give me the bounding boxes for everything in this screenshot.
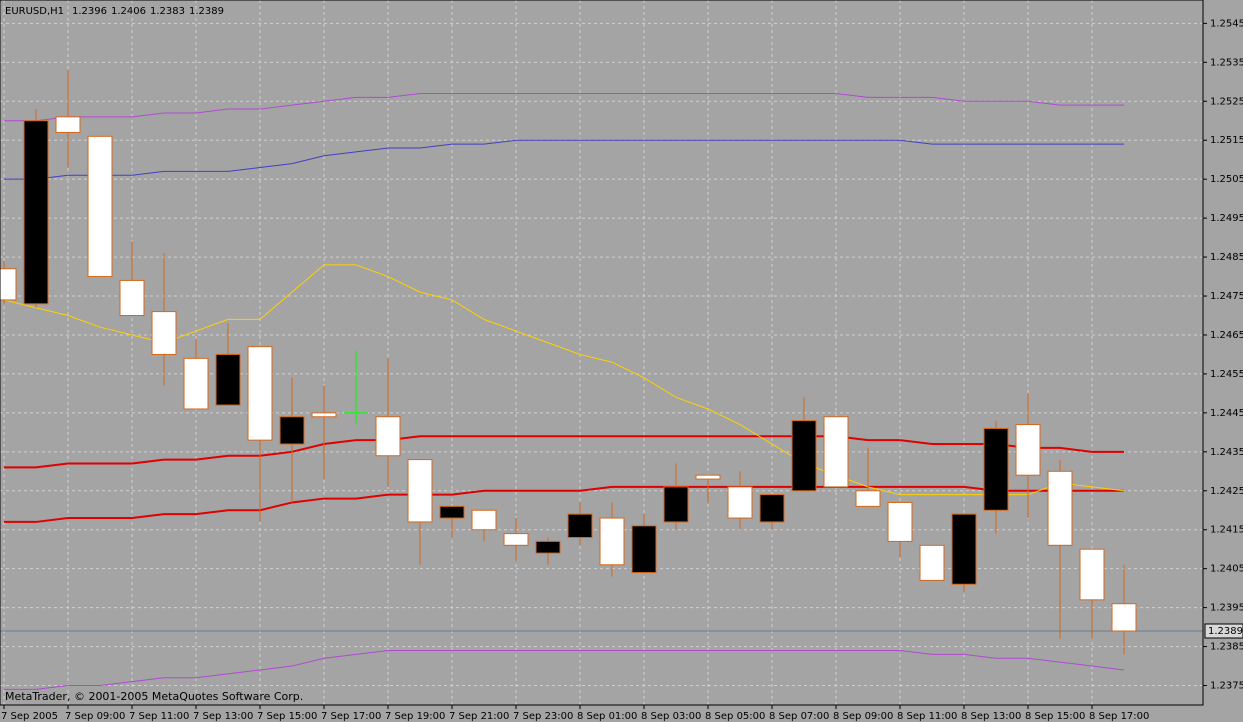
x-tick-label: 8 Sep 07:00 — [769, 711, 829, 722]
candle-body — [1111, 603, 1137, 632]
candle-body — [791, 420, 817, 492]
candle-body — [983, 427, 1009, 511]
x-tick-label: 7 Sep 11:00 — [129, 711, 189, 722]
candle-body — [55, 116, 81, 133]
candle-body — [407, 459, 433, 523]
candle-body — [119, 279, 145, 316]
candle-body — [727, 486, 753, 519]
candle-body — [663, 486, 689, 523]
y-tick-label: 1.2435 — [1210, 447, 1243, 458]
x-tick-label: 7 Sep 15:00 — [257, 711, 317, 722]
candle-body — [87, 135, 113, 278]
indicator-line — [4, 485, 1124, 523]
x-tick-label: 8 Sep 15:00 — [1025, 711, 1085, 722]
copyright: MetaTrader, © 2001-2005 MetaQuotes Softw… — [5, 690, 303, 703]
x-tick-label: 7 Sep 13:00 — [193, 711, 253, 722]
candle-body — [695, 474, 721, 480]
x-tick-label: 8 Sep 17:00 — [1089, 711, 1149, 722]
y-tick-label: 1.2465 — [1210, 330, 1243, 341]
indicator-line — [4, 92, 1124, 122]
x-tick-label: 7 Sep 19:00 — [385, 711, 445, 722]
y-tick-label: 1.2535 — [1210, 57, 1243, 68]
y-tick-label: 1.2415 — [1210, 525, 1243, 536]
x-tick-label: 8 Sep 01:00 — [577, 711, 637, 722]
indicator-line — [4, 139, 1124, 180]
y-tick-label: 1.2385 — [1210, 642, 1243, 653]
candle-body — [375, 416, 401, 457]
y-tick-label: 1.2445 — [1210, 408, 1243, 419]
candle-body — [439, 505, 465, 519]
y-tick-label: 1.2495 — [1210, 213, 1243, 224]
y-tick-label: 1.2405 — [1210, 564, 1243, 575]
low-price: 1.2383 — [150, 6, 185, 17]
y-tick-label: 1.2545 — [1210, 18, 1243, 29]
x-tick-label: 7 Sep 21:00 — [449, 711, 509, 722]
plot-frame — [0, 0, 1204, 706]
x-tick-label: 8 Sep 13:00 — [961, 711, 1021, 722]
candle-body — [567, 513, 593, 539]
candle-body — [535, 540, 561, 554]
high-price: 1.2406 — [111, 6, 146, 17]
x-tick-label: 7 Sep 2005 — [1, 711, 58, 722]
y-tick-label: 1.2375 — [1210, 681, 1243, 692]
candle-body — [279, 416, 305, 445]
x-tick-label: 8 Sep 11:00 — [897, 711, 957, 722]
candle-body — [1079, 548, 1105, 601]
candle-body — [1047, 470, 1073, 546]
candle-body — [247, 346, 273, 441]
candle-body — [631, 525, 657, 574]
candle-body — [1015, 424, 1041, 476]
y-tick-label: 1.2525 — [1210, 96, 1243, 107]
candle-body — [599, 517, 625, 566]
y-tick-label: 1.2455 — [1210, 369, 1243, 380]
candle-body — [471, 509, 497, 531]
y-tick-label: 1.2505 — [1210, 174, 1243, 185]
candle-body — [311, 412, 337, 418]
open-price: 1.2396 — [72, 6, 107, 17]
candle-body — [759, 494, 785, 523]
indicator-line — [3, 264, 1125, 496]
x-tick-label: 7 Sep 09:00 — [65, 711, 125, 722]
y-tick-label: 1.2425 — [1210, 486, 1243, 497]
candle-body — [919, 544, 945, 581]
last-price-box — [1204, 623, 1243, 639]
header: EURUSD,H1 1.2396 1.2406 1.2383 1.2389 — [5, 6, 224, 17]
symbol: EURUSD,H1 — [5, 6, 64, 17]
y-tick-label: 1.2485 — [1210, 252, 1243, 263]
candle-body — [503, 533, 529, 546]
candle-body — [823, 416, 849, 488]
candle-body — [183, 357, 209, 410]
x-tick-label: 8 Sep 05:00 — [705, 711, 765, 722]
x-tick-label: 8 Sep 09:00 — [833, 711, 893, 722]
plot-area — [0, 0, 1203, 705]
candle-body — [215, 353, 241, 406]
candle-body — [151, 311, 177, 355]
y-tick-label: 1.2475 — [1210, 291, 1243, 302]
last-price-label: 1.2389 — [1208, 626, 1243, 637]
candle-body — [23, 120, 49, 305]
y-tick-label: 1.2515 — [1210, 135, 1243, 146]
x-tick-label: 8 Sep 03:00 — [641, 711, 701, 722]
candle-body — [951, 513, 977, 585]
indicator-line — [4, 649, 1125, 690]
candle-body — [0, 268, 17, 301]
close-price: 1.2389 — [189, 6, 224, 17]
indicator-line — [4, 435, 1124, 469]
y-tick-label: 1.2395 — [1210, 603, 1243, 614]
x-tick-label: 7 Sep 23:00 — [513, 711, 573, 722]
candle-body — [855, 490, 881, 507]
x-tick-label: 7 Sep 17:00 — [321, 711, 381, 722]
candle-body — [887, 501, 913, 542]
